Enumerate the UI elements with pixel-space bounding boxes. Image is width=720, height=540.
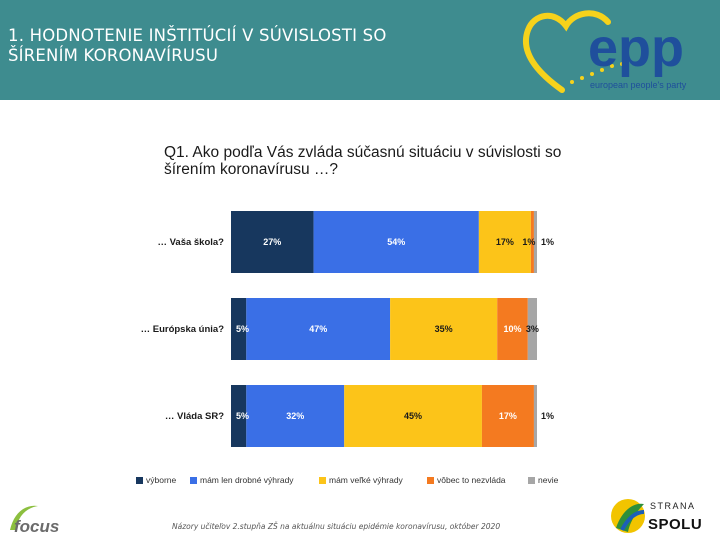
- data-label: 17%: [499, 411, 517, 421]
- data-label: 45%: [404, 411, 422, 421]
- epp-heart-shape: [522, 10, 611, 93]
- epp-subtitle: european people's party: [590, 80, 687, 90]
- legend-swatch: [190, 477, 197, 484]
- bar-segment: [231, 298, 247, 360]
- spolu-main-text: SPOLU: [648, 516, 702, 533]
- data-label: 35%: [435, 324, 453, 334]
- legend-label: vôbec to nezvláda: [437, 475, 506, 485]
- bar-segment: [533, 211, 537, 273]
- bar-segment: [344, 385, 482, 447]
- category-label: … Vaša škola?: [157, 237, 224, 248]
- legend-swatch: [136, 477, 143, 484]
- epp-logo: epp european people's party: [522, 10, 687, 93]
- bar-segment: [478, 211, 531, 273]
- spolu-top-text: STRANA: [650, 501, 696, 511]
- data-label: 5%: [236, 324, 249, 334]
- epp-stars: [570, 62, 624, 84]
- legend-swatch: [319, 477, 326, 484]
- bar-segment: [527, 298, 537, 360]
- data-label: 1%: [522, 237, 535, 247]
- legend-label: výborne: [146, 475, 177, 485]
- data-label: 17%: [496, 237, 514, 247]
- header-banner: 1. HODNOTENIE INŠTITÚCIÍ V SÚVISLOSTI SO…: [0, 0, 720, 100]
- question-text: Q1. Ako podľa Vás zvláda súčasnú situáci…: [164, 144, 562, 178]
- data-label: 10%: [504, 324, 522, 334]
- page-title-line2: ŠÍRENÍM KORONAVÍRUSU: [8, 46, 219, 65]
- data-label: 1%: [541, 237, 554, 247]
- spolu-emblem-icon: [611, 499, 645, 533]
- data-label: 1%: [541, 411, 554, 421]
- spolu-logo: STRANA SPOLU: [611, 499, 702, 533]
- bar-segment: [313, 211, 479, 273]
- bar-segment: [497, 298, 528, 360]
- legend-swatch: [427, 477, 434, 484]
- focus-wordmark: focus: [14, 517, 59, 536]
- bar-segment: [246, 298, 391, 360]
- data-label: 32%: [286, 411, 304, 421]
- data-label: 47%: [309, 324, 327, 334]
- legend-label: mám veľké výhrady: [329, 475, 404, 485]
- bar-segment: [231, 211, 314, 273]
- bar-segment: [231, 385, 247, 447]
- focus-logo: focus: [10, 505, 59, 536]
- source-note: Názory učiteľov 2.stupňa ZŠ na aktuálnu …: [172, 522, 501, 531]
- data-label: 27%: [263, 237, 281, 247]
- category-label: … Vláda SR?: [165, 411, 224, 422]
- page-title: 1. HODNOTENIE INŠTITÚCIÍ V SÚVISLOSTI SO…: [8, 26, 508, 66]
- data-label: 5%: [236, 411, 249, 421]
- epp-wordmark: epp: [588, 18, 684, 78]
- focus-swoosh-icon: [10, 505, 38, 530]
- legend-label: mám len drobné výhrady: [200, 475, 294, 485]
- bar-segment: [533, 385, 537, 447]
- bar-segment: [530, 211, 534, 273]
- category-label: … Európska únia?: [141, 324, 225, 335]
- data-label: 3%: [526, 324, 539, 334]
- legend-label: nevie: [538, 475, 559, 485]
- legend-swatch: [528, 477, 535, 484]
- page-title-line1: 1. HODNOTENIE INŠTITÚCIÍ V SÚVISLOSTI SO: [8, 26, 387, 45]
- bar-segment: [246, 385, 345, 447]
- data-label: 54%: [387, 237, 405, 247]
- bar-segment: [390, 298, 498, 360]
- bar-segment: [481, 385, 534, 447]
